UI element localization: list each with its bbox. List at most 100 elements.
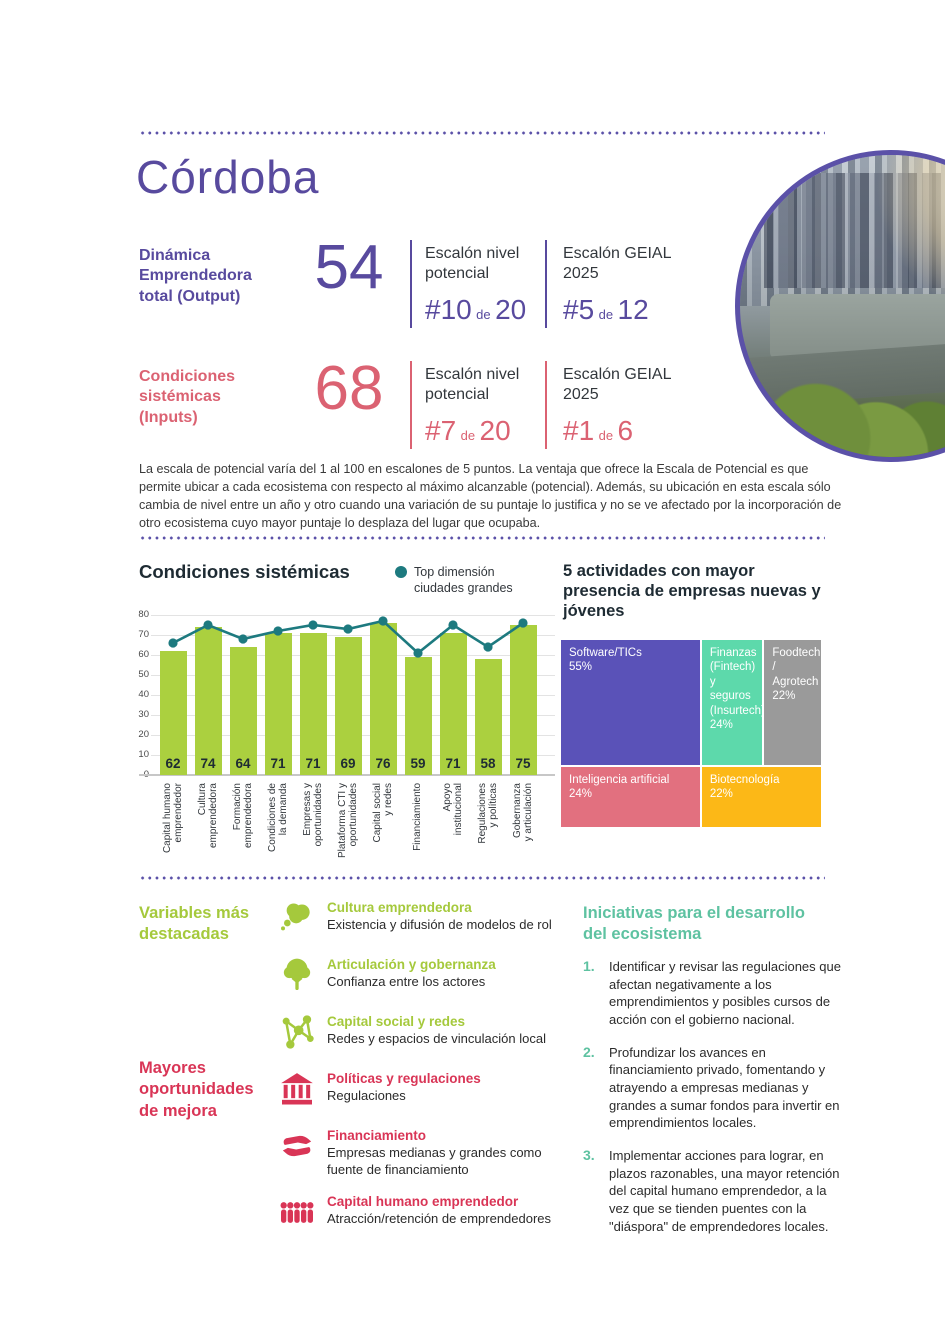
bank-icon bbox=[277, 1069, 317, 1109]
category-label: Empresas y oportunidades bbox=[301, 783, 325, 847]
category-label: Condiciones de la demanda bbox=[266, 783, 290, 852]
feature-text: Políticas y regulaciones Regulaciones bbox=[327, 1069, 552, 1113]
activities-treemap: Software/TICs 55% Finanzas (Fintech) y seg… bbox=[561, 640, 822, 828]
treemap-cell-percent: 22% bbox=[772, 690, 796, 703]
line-point bbox=[168, 638, 178, 648]
feature-item: Articulación y gobernanza Confianza entre… bbox=[277, 955, 552, 999]
treemap-cell: Foodtech / Agrotech 22% bbox=[764, 640, 822, 766]
bottom-dotted-divider bbox=[139, 876, 825, 880]
initiative-number: 3. bbox=[583, 1147, 595, 1164]
treemap-cell-label: Software/TICs bbox=[569, 647, 642, 659]
metric-col-geial: Escalón GEIAL 2025 #1 de 6 bbox=[563, 365, 678, 447]
initiative-number: 1. bbox=[583, 958, 595, 974]
legend-marker-icon bbox=[395, 566, 407, 578]
bar-value-label: 58 bbox=[480, 756, 496, 771]
treemap-cell: Finanzas (Fintech) y seguros (Insurtech)… bbox=[701, 640, 763, 766]
treemap-cell-label: Inteligencia artificial bbox=[569, 774, 670, 787]
initiative-item: 2. Profundizar los avances en financiamie… bbox=[583, 1044, 841, 1132]
bar: 71 bbox=[299, 633, 327, 775]
feature-description: Empresas medianas y grandes como fuente … bbox=[327, 1145, 542, 1177]
photo-trees bbox=[740, 348, 945, 457]
legend-label: Top dimensión ciudades grandes bbox=[414, 565, 513, 596]
col-title: Escalón nivel potencial bbox=[425, 366, 520, 403]
x-axis-line bbox=[139, 774, 555, 776]
line-point bbox=[413, 648, 423, 658]
treemap-cell: Inteligencia artificial 24% bbox=[561, 767, 700, 827]
bar-value-label: 71 bbox=[305, 756, 321, 771]
feature-item: Políticas y regulaciones Regulaciones bbox=[277, 1069, 552, 1113]
metric-row-output: Dinámica Emprendedora total (Output) 54 … bbox=[139, 233, 719, 340]
bar: 59 bbox=[404, 657, 432, 775]
treemap-cell-percent: 24% bbox=[569, 788, 593, 801]
initiative-number: 2. bbox=[583, 1043, 595, 1060]
feature-item: Capital humano emprendedor Atracción/rete… bbox=[277, 1192, 552, 1236]
hands-icon bbox=[277, 1126, 317, 1166]
treemap-cell-percent: 22% bbox=[709, 788, 733, 801]
bar: 75 bbox=[509, 625, 537, 775]
potential-scale-note: La escala de potencial varía del 1 al 10… bbox=[139, 462, 842, 530]
bar-value-label: 76 bbox=[375, 756, 391, 771]
initiative-text: Implementar acciones para lograr, en pla… bbox=[609, 1148, 840, 1234]
rank: #7 de 20 bbox=[425, 415, 511, 446]
photo-sun-glow bbox=[860, 155, 945, 303]
line-series bbox=[168, 616, 528, 658]
initiatives-heading: Iniciativas para el desarrollo del ecosi… bbox=[583, 904, 805, 944]
divider bbox=[545, 240, 547, 328]
line-point bbox=[308, 620, 318, 630]
category-label: Regulaciones y políticas bbox=[476, 783, 500, 844]
line-point bbox=[378, 616, 388, 626]
treemap-cell: Biotecnología 22% bbox=[701, 767, 822, 827]
bar-value-label: 74 bbox=[200, 756, 216, 771]
divider bbox=[545, 361, 547, 449]
bar: 71 bbox=[264, 633, 292, 775]
gridline bbox=[151, 614, 555, 616]
bar-chart-category-labels: Capital humano emprendedor Cultura empren… bbox=[155, 779, 549, 879]
chart-legend: Top dimensión ciudades grandes bbox=[395, 564, 513, 597]
feature-title: Financiamiento bbox=[327, 1128, 427, 1143]
metric-col-potencial: Escalón nivel potencial #7 de 20 bbox=[425, 365, 540, 447]
divider bbox=[410, 361, 412, 449]
feature-description: Regulaciones bbox=[327, 1088, 406, 1103]
category-label: Capital humano emprendedor bbox=[161, 783, 185, 854]
bar-value-label: 62 bbox=[165, 756, 181, 771]
category-label: Cultura emprendedora bbox=[196, 783, 220, 849]
bar-value-label: 75 bbox=[515, 756, 531, 771]
city-photo bbox=[735, 150, 945, 462]
metric-row-inputs: Condiciones sistémicas (Inputs) 68 Escal… bbox=[139, 354, 719, 461]
category-label: Capital social y redes bbox=[371, 783, 395, 843]
highlights-heading: Variables más destacadas bbox=[139, 904, 250, 944]
treemap-cell-label: Finanzas (Fintech) y seguros (Insurtech) bbox=[709, 647, 763, 717]
category-label: Plataforma CTI y oportunidades bbox=[336, 783, 360, 859]
treemap-cell-percent: 55% bbox=[569, 661, 593, 674]
line-point bbox=[448, 620, 458, 630]
network-icon bbox=[277, 1012, 317, 1052]
rank: #1 de 6 bbox=[563, 415, 634, 446]
metric-label: Condiciones sistémicas (Inputs) bbox=[139, 368, 236, 426]
feature-description: Existencia y difusión de modelos de rol bbox=[327, 917, 552, 932]
line-point bbox=[483, 642, 493, 652]
people-icon bbox=[277, 1192, 317, 1232]
metric-value: 54 bbox=[314, 233, 384, 302]
rank: #10 de 20 bbox=[425, 294, 527, 325]
y-axis-tick: 40 bbox=[138, 689, 149, 700]
initiative-item: 1. Identificar y revisar las regulaciones… bbox=[583, 958, 841, 1029]
bar-chart-plot: 010203040506070806274647171697659715875 bbox=[138, 607, 555, 780]
initiatives-list: 1. Identificar y revisar las regulaciones… bbox=[583, 958, 841, 1250]
bar: 74 bbox=[194, 627, 222, 775]
category-label: Apoyo institucional bbox=[441, 783, 465, 836]
treemap-cell-label: Foodtech / Agrotech bbox=[772, 647, 821, 688]
thought-bubble-icon bbox=[277, 898, 317, 938]
col-title: Escalón GEIAL 2025 bbox=[563, 366, 672, 403]
line-point bbox=[518, 618, 528, 628]
line-point bbox=[343, 624, 353, 634]
metric-label: Dinámica Emprendedora total (Output) bbox=[139, 247, 252, 305]
feature-description: Confianza entre los actores bbox=[327, 974, 486, 989]
bar-value-label: 71 bbox=[445, 756, 461, 771]
feature-item: Financiamiento Empresas medianas y grande… bbox=[277, 1126, 552, 1179]
category-label: Formación emprendedora bbox=[231, 783, 255, 849]
feature-description: Redes y espacios de vinculación local bbox=[327, 1031, 546, 1046]
mid-dotted-divider bbox=[139, 536, 825, 540]
category-label: Financiamiento bbox=[412, 783, 424, 851]
bar: 58 bbox=[474, 659, 502, 775]
